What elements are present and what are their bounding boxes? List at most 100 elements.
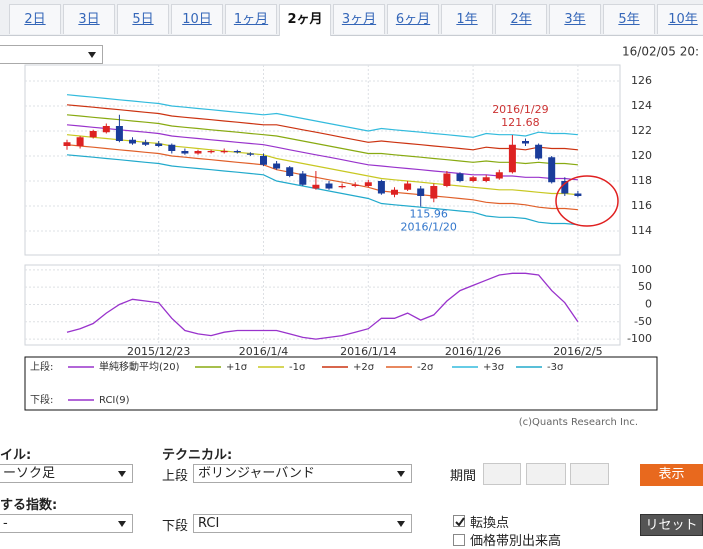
candle-body — [508, 144, 516, 173]
candle-body — [168, 144, 176, 151]
annotation-value: 115.96 — [409, 208, 448, 221]
candle-body — [273, 163, 281, 169]
period-tab[interactable]: 6ヶ月 — [387, 4, 439, 34]
lower-select-text: RCI — [198, 516, 220, 531]
candle-body — [325, 183, 333, 189]
period-tab[interactable]: 10日 — [171, 4, 223, 34]
y-tick-label: 124 — [631, 99, 652, 112]
lower-select[interactable]: RCI — [193, 514, 412, 533]
period-tab[interactable]: 2年 — [495, 4, 547, 34]
candle-body — [522, 141, 529, 144]
x-tick-label: 2016/1/4 — [239, 345, 288, 358]
y-tick-label: 116 — [631, 199, 652, 212]
candle-body — [574, 193, 582, 196]
y-tick-label: -50 — [634, 315, 652, 328]
band-line — [66, 134, 578, 196]
candle-body — [391, 189, 398, 195]
candle-body — [220, 151, 228, 153]
period-input-2[interactable] — [526, 463, 566, 485]
candle-body — [181, 151, 189, 154]
y-tick-label: 50 — [638, 280, 652, 293]
band-line — [66, 124, 578, 181]
band-line — [66, 94, 578, 138]
period-tab[interactable]: 2ヶ月 — [279, 4, 331, 36]
candle-body — [364, 182, 372, 186]
annotation-date: 2016/1/29 — [492, 103, 548, 116]
y-tick-label: 114 — [631, 224, 652, 237]
period-tab[interactable]: 3日 — [63, 4, 115, 34]
period-input-3[interactable] — [570, 463, 609, 485]
legend-label: RCI(9) — [99, 395, 130, 406]
period-tab[interactable]: 1年 — [441, 4, 493, 34]
timestamp: 16/02/05 20: — [622, 45, 699, 59]
rci-line — [66, 272, 579, 340]
candle-body — [456, 173, 464, 181]
candle-body — [286, 167, 294, 176]
candle-body — [561, 181, 569, 194]
legend-lower: 下段: — [30, 393, 53, 406]
candle-body — [155, 143, 163, 146]
period-tabs: 2日 3日 5日 10日 1ヶ月 2ヶ月 3ヶ月 6ヶ月 1年 2年 3年 5年 10年 — [0, 0, 703, 36]
x-tick-label: 2016/1/14 — [340, 345, 396, 358]
candle-body — [89, 131, 97, 138]
chart: 114 116 118 120 122 124 126 100 50 0 -50 -100 2015/1… — [24, 45, 699, 428]
candle-body — [430, 186, 438, 199]
candle-body — [535, 144, 543, 159]
y-tick-label: 120 — [631, 149, 652, 162]
candle-body — [351, 184, 359, 186]
index-label: する指数: — [0, 498, 58, 513]
period-tab[interactable]: 3ヶ月 — [333, 4, 385, 34]
candle-body — [233, 151, 241, 153]
turning-point-label: 転換点 — [470, 516, 510, 531]
legend-label: -2σ — [417, 362, 434, 373]
legend-label: +2σ — [353, 362, 375, 373]
upper-label: 上段 — [162, 469, 189, 484]
show-button[interactable]: 表示 — [640, 464, 703, 486]
main-plot — [24, 64, 621, 256]
period-tab[interactable]: 1ヶ月 — [225, 4, 277, 34]
period-tab[interactable]: 3年 — [549, 4, 601, 34]
x-tick-label: 2016/1/26 — [445, 345, 501, 358]
highlight-circle — [555, 175, 619, 227]
y-tick-label: 0 — [645, 297, 652, 310]
technical-label: テクニカル: — [162, 448, 233, 463]
legend-label: +3σ — [483, 362, 505, 373]
period-tab[interactable]: 5年 — [603, 4, 655, 34]
legend-label: +1σ — [226, 362, 248, 373]
rci-plot — [24, 264, 621, 346]
band-line — [66, 114, 578, 166]
legend-upper: 上段: — [30, 360, 53, 373]
candle-body — [443, 173, 451, 186]
candle-body — [482, 177, 490, 181]
candle-body — [299, 173, 307, 185]
upper-select[interactable]: ボリンジャーバンド — [193, 464, 412, 483]
legend-label: -1σ — [289, 362, 306, 373]
candle-body — [129, 139, 136, 144]
y-tick-label: 100 — [631, 263, 652, 276]
index-select[interactable]: - — [0, 514, 133, 533]
candle-body — [115, 126, 123, 141]
annotation-date: 2016/1/20 — [400, 221, 456, 234]
band-line — [66, 104, 578, 151]
candle-body — [404, 183, 412, 190]
x-tick-label: 2016/2/5 — [553, 345, 602, 358]
period-input-1[interactable] — [483, 463, 521, 485]
volume-checkbox[interactable] — [453, 534, 465, 546]
candle-body — [417, 188, 425, 196]
period-tab[interactable]: 5日 — [117, 4, 169, 34]
style-select[interactable]: ーソク足 — [0, 464, 133, 483]
top-select[interactable] — [0, 45, 103, 64]
candle-body — [76, 137, 84, 146]
candle-body — [260, 156, 267, 165]
annotation-value: 121.68 — [501, 116, 540, 129]
candle-body — [142, 142, 150, 145]
turning-point-checkbox[interactable] — [453, 515, 465, 527]
candle-body — [246, 153, 254, 155]
period-tab[interactable]: 2日 — [9, 4, 61, 34]
candle-body — [312, 184, 320, 189]
period-tab[interactable]: 10年 — [657, 4, 703, 34]
y-tick-label: 126 — [631, 74, 652, 87]
upper-select-text: ボリンジャーバンド — [198, 466, 315, 481]
reset-button[interactable]: リセット — [640, 514, 703, 536]
